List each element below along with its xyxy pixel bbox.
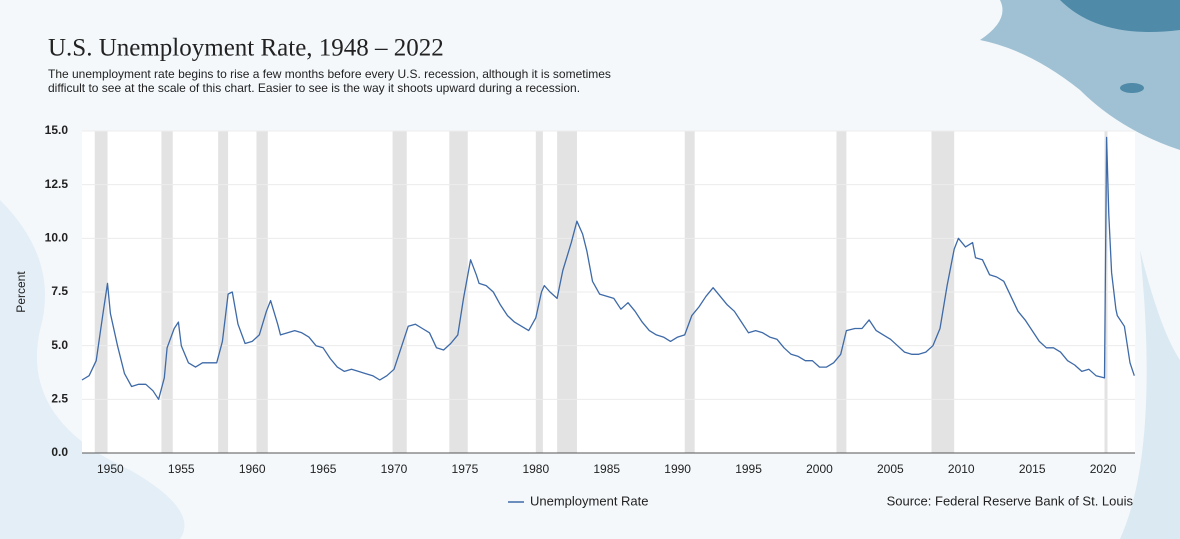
y-tick-label: 0.0	[51, 445, 68, 459]
x-tick-label: 1955	[168, 462, 195, 476]
line-series	[81, 136, 1135, 400]
decoration	[1060, 0, 1180, 32]
source: Source: Federal Reserve Bank of St. Loui…	[887, 493, 1134, 508]
decoration	[0, 200, 185, 539]
x-tick-label: 1970	[381, 462, 408, 476]
y-tick-label: 12.5	[45, 177, 69, 191]
decoration	[1120, 250, 1180, 539]
x-tick-label: 2015	[1019, 462, 1046, 476]
y-tick-label: 10.0	[45, 231, 69, 245]
x-tick-label: 1995	[735, 462, 762, 476]
y-tick-label: 15.0	[45, 123, 69, 137]
legend-label: Unemployment Rate	[530, 493, 649, 508]
x-tick-label: 1950	[97, 462, 124, 476]
x-tick-label: 1990	[664, 462, 691, 476]
chart-title: U.S. Unemployment Rate, 1948 – 2022	[48, 35, 444, 62]
decoration	[1120, 83, 1144, 93]
y-tick-label: 7.5	[51, 284, 68, 298]
subtitle-box: The unemployment rate begins to rise a f…	[48, 67, 611, 95]
decoration	[980, 0, 1180, 150]
y-tick-label: 5.0	[51, 338, 68, 352]
x-tick-label: 1960	[239, 462, 266, 476]
y-tick-label: 2.5	[51, 392, 68, 406]
x-tick-label: 2000	[806, 462, 833, 476]
x-tick-label: 1980	[522, 462, 549, 476]
chart-subtitle: The unemployment rate begins to rise a f…	[48, 67, 611, 95]
y-axis-label: Percent	[14, 271, 28, 313]
x-tick-label: 1985	[593, 462, 620, 476]
x-tick-label: 2010	[948, 462, 975, 476]
x-tick-label: 2020	[1090, 462, 1117, 476]
x-tick-label: 1965	[310, 462, 337, 476]
x-tick-label: 1975	[452, 462, 479, 476]
x-tick-label: 2005	[877, 462, 904, 476]
